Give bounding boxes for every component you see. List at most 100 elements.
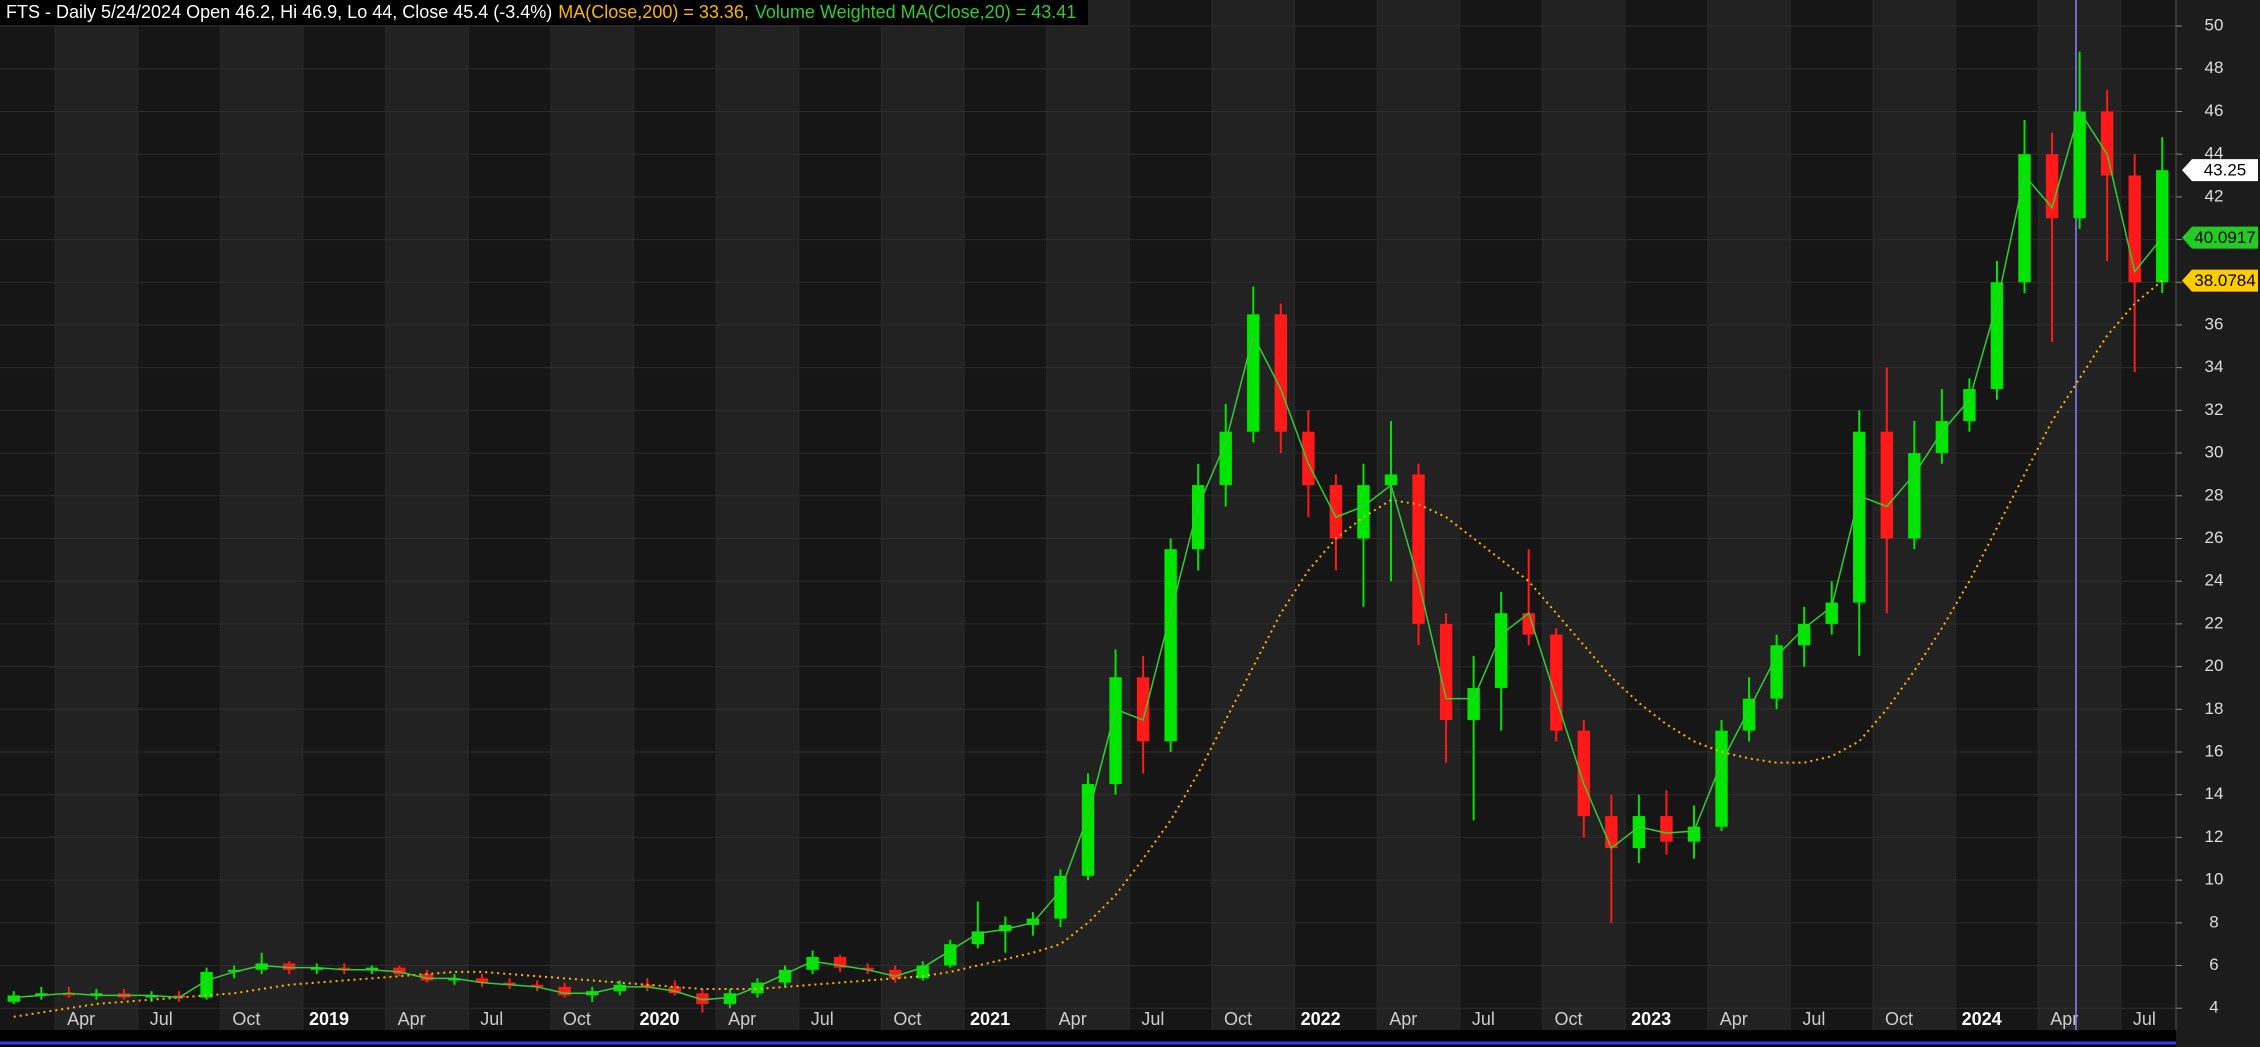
candle-body — [1467, 687, 1480, 720]
y-tick-label: 24 — [2205, 571, 2224, 590]
x-tick-label: 2023 — [1631, 1009, 1671, 1029]
price-tag — [2182, 269, 2258, 292]
x-tick-label: Oct — [563, 1009, 591, 1029]
candle-body — [1109, 677, 1122, 785]
chart-header: FTS - Daily 5/24/2024 Open 46.2, Hi 46.9… — [0, 0, 1089, 25]
x-tick-label: Apr — [728, 1009, 756, 1029]
chart-title: FTS - Daily 5/24/2024 Open 46.2, Hi 46.9… — [6, 2, 553, 22]
candle-body — [806, 956, 819, 970]
candle-body — [2073, 111, 2086, 219]
y-tick-label: 8 — [2209, 912, 2218, 931]
price-tag — [2182, 226, 2258, 249]
price-tag — [2182, 159, 2258, 182]
y-tick-label: 42 — [2205, 186, 2224, 205]
candle-body — [7, 995, 20, 1002]
candle-body — [338, 967, 351, 970]
y-tick-label: 22 — [2205, 613, 2224, 632]
x-tick-label: Apr — [1720, 1009, 1748, 1029]
ma-line — [13, 109, 2163, 1001]
period-band — [716, 0, 799, 1030]
candle-body — [558, 986, 571, 996]
candle-body — [1797, 623, 1811, 646]
candle-body — [1384, 474, 1398, 486]
y-tick-label: 36 — [2205, 314, 2224, 333]
x-tick-label: Apr — [398, 1009, 426, 1029]
x-tick-label: Jul — [1472, 1009, 1495, 1029]
x-tick-label: Apr — [1389, 1009, 1417, 1029]
candle-body — [1219, 431, 1232, 486]
x-tick-label: Oct — [1554, 1009, 1582, 1029]
x-tick-label: Jul — [2133, 1009, 2156, 1029]
y-tick-label: 50 — [2205, 16, 2224, 35]
candle-body — [255, 963, 268, 970]
y-tick-label: 10 — [2205, 870, 2224, 889]
period-band — [1211, 0, 1295, 1030]
x-tick-label: Jul — [480, 1009, 503, 1029]
y-tick-label: 14 — [2205, 784, 2224, 803]
candle-body — [1770, 645, 1783, 699]
ma-line — [13, 279, 2163, 1018]
candle-body — [723, 993, 737, 1004]
candle-body — [1550, 634, 1563, 731]
candle-body — [283, 963, 296, 970]
y-tick-label: 46 — [2205, 101, 2224, 120]
y-tick-label: 12 — [2205, 827, 2224, 846]
y-tick-label: 48 — [2205, 58, 2224, 77]
price-tag-label: 40.0917 — [2194, 228, 2255, 247]
period-band — [1707, 0, 1791, 1030]
x-tick-label: Oct — [1885, 1009, 1913, 1029]
candle-body — [1908, 453, 1921, 539]
y-tick-label: 18 — [2205, 699, 2224, 718]
candle-body — [1247, 314, 1260, 432]
candle-body — [888, 969, 902, 979]
price-tag-label: 43.25 — [2204, 161, 2247, 180]
price-tag-label: 38.0784 — [2194, 271, 2255, 290]
candle-body — [696, 993, 709, 1004]
y-tick-label: 26 — [2205, 528, 2224, 547]
candle-body — [200, 971, 213, 998]
candle-body — [1825, 602, 1838, 624]
x-tick-label: Jul — [150, 1009, 173, 1029]
legend-entry: Volume Weighted MA(Close,20) = 43.41 — [754, 2, 1077, 22]
candle-body — [1274, 314, 1288, 432]
candle-body — [35, 993, 48, 996]
y-tick-label: 32 — [2205, 400, 2224, 419]
candle-body — [1357, 485, 1370, 539]
y-tick-label: 16 — [2205, 741, 2224, 760]
candle-body — [1136, 677, 1150, 742]
candle-body — [420, 974, 434, 981]
x-tick-label: Apr — [67, 1009, 95, 1029]
candle-body — [503, 982, 516, 985]
y-tick-label: 4 — [2209, 998, 2218, 1017]
candle-body — [145, 995, 158, 998]
candle-body — [227, 969, 241, 972]
x-tick-label: Jul — [1802, 1009, 1825, 1029]
candle-body — [365, 967, 379, 970]
x-tick-label: Oct — [1224, 1009, 1252, 1029]
candle-body — [448, 978, 461, 981]
x-tick-label: 2021 — [970, 1009, 1010, 1029]
y-tick-label: 20 — [2205, 656, 2224, 675]
candle-body — [1605, 816, 1618, 849]
candle-body — [1164, 549, 1177, 742]
candle-body — [1853, 431, 1866, 603]
period-band — [550, 0, 634, 1030]
candle-body — [613, 984, 626, 992]
x-tick-label: Jul — [811, 1009, 834, 1029]
candle-body — [1880, 431, 1893, 539]
x-tick-label: Oct — [893, 1009, 921, 1029]
x-tick-label: 2019 — [309, 1009, 349, 1029]
period-band — [881, 0, 965, 1030]
legend-entry: MA(Close,200) = 33.36, — [558, 2, 749, 22]
candle-body — [62, 993, 76, 996]
y-tick-label: 34 — [2205, 357, 2224, 376]
candle-body — [833, 956, 847, 968]
x-tick-label: Oct — [232, 1009, 260, 1029]
x-tick-label: 2022 — [1301, 1009, 1341, 1029]
candle-body — [310, 967, 323, 970]
candle-body — [1990, 282, 2004, 390]
candle-body — [1742, 698, 1756, 731]
candle-body — [172, 995, 186, 998]
